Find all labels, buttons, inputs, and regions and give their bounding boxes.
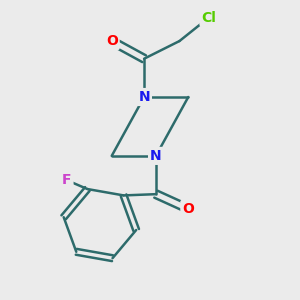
Text: Cl: Cl [202,11,216,25]
Text: O: O [182,202,194,216]
Text: F: F [62,173,71,187]
Text: O: O [106,34,118,48]
Text: N: N [150,149,162,163]
Text: N: N [138,90,150,104]
